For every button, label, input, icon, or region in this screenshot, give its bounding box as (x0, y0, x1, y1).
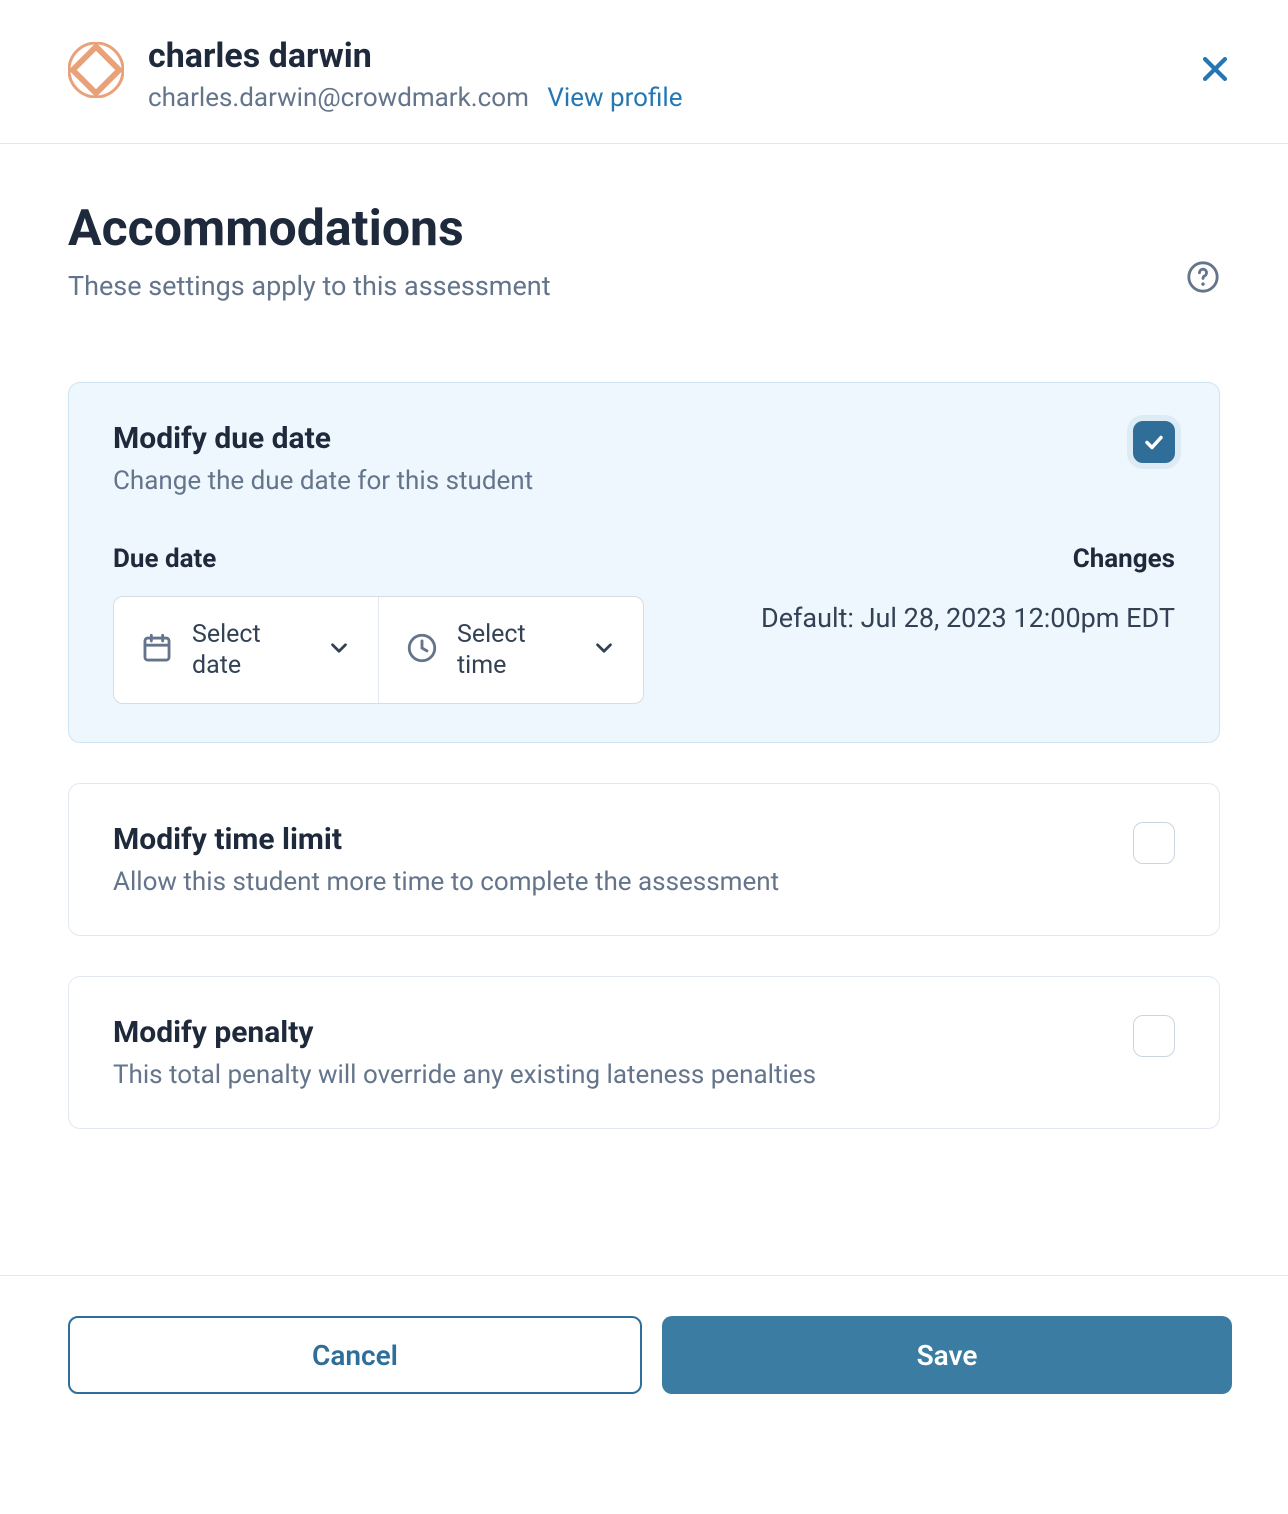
help-icon (1186, 260, 1220, 294)
avatar (68, 42, 124, 98)
footer: Cancel Save (0, 1275, 1288, 1514)
card-head: Modify penalty This total penalty will o… (113, 1015, 1175, 1090)
select-time-picker[interactable]: Select time (378, 597, 643, 704)
close-icon (1198, 52, 1232, 86)
changes-col: Changes Default: Jul 28, 2023 12:00pm ED… (761, 544, 1175, 634)
help-button[interactable] (1186, 260, 1220, 298)
user-email: charles.darwin@crowdmark.com (148, 83, 529, 113)
card-text: Modify time limit Allow this student mor… (113, 822, 779, 897)
card-text: Modify penalty This total penalty will o… (113, 1015, 816, 1090)
save-button[interactable]: Save (662, 1316, 1232, 1394)
changes-label: Changes (761, 544, 1175, 574)
page-title: Accommodations (68, 200, 551, 258)
modify-penalty-card: Modify penalty This total penalty will o… (68, 976, 1220, 1129)
check-icon (1142, 430, 1166, 454)
cancel-button[interactable]: Cancel (68, 1316, 642, 1394)
select-time-text: Select time (457, 619, 553, 682)
user-subline: charles.darwin@crowdmark.com View profil… (148, 83, 1232, 113)
close-button[interactable] (1198, 52, 1232, 90)
card-title: Modify penalty (113, 1015, 816, 1050)
modify-due-date-checkbox[interactable] (1133, 421, 1175, 463)
modify-penalty-checkbox[interactable] (1133, 1015, 1175, 1057)
user-info: charles darwin charles.darwin@crowdmark.… (148, 36, 1232, 113)
modify-time-limit-checkbox[interactable] (1133, 822, 1175, 864)
content: Accommodations These settings apply to t… (0, 144, 1288, 1130)
page-title-row: Accommodations These settings apply to t… (68, 200, 1220, 302)
card-head: Modify time limit Allow this student mor… (113, 822, 1175, 897)
chevron-down-icon (591, 635, 617, 665)
view-profile-link[interactable]: View profile (547, 83, 682, 113)
modify-time-limit-card: Modify time limit Allow this student mor… (68, 783, 1220, 936)
due-date-label: Due date (113, 544, 644, 574)
datetime-picker-group: Select date Select time (113, 596, 644, 705)
header: charles darwin charles.darwin@crowdmark.… (0, 0, 1288, 144)
page-title-block: Accommodations These settings apply to t… (68, 200, 551, 302)
card-desc: This total penalty will override any exi… (113, 1060, 816, 1090)
card-desc: Allow this student more time to complete… (113, 867, 779, 897)
clock-icon (405, 631, 439, 669)
user-name: charles darwin (148, 36, 1232, 77)
due-body-row: Due date Select date (113, 544, 1175, 705)
chevron-down-icon (326, 635, 352, 665)
select-date-picker[interactable]: Select date (114, 597, 378, 704)
modify-due-date-card: Modify due date Change the due date for … (68, 382, 1220, 744)
card-text: Modify due date Change the due date for … (113, 421, 533, 496)
page-subtitle: These settings apply to this assessment (68, 270, 551, 302)
card-title: Modify time limit (113, 822, 779, 857)
select-date-text: Select date (192, 619, 288, 682)
calendar-icon (140, 631, 174, 669)
card-title: Modify due date (113, 421, 533, 456)
card-desc: Change the due date for this student (113, 466, 533, 496)
card-head: Modify due date Change the due date for … (113, 421, 1175, 496)
default-due-text: Default: Jul 28, 2023 12:00pm EDT (761, 602, 1175, 634)
due-date-col: Due date Select date (113, 544, 644, 705)
